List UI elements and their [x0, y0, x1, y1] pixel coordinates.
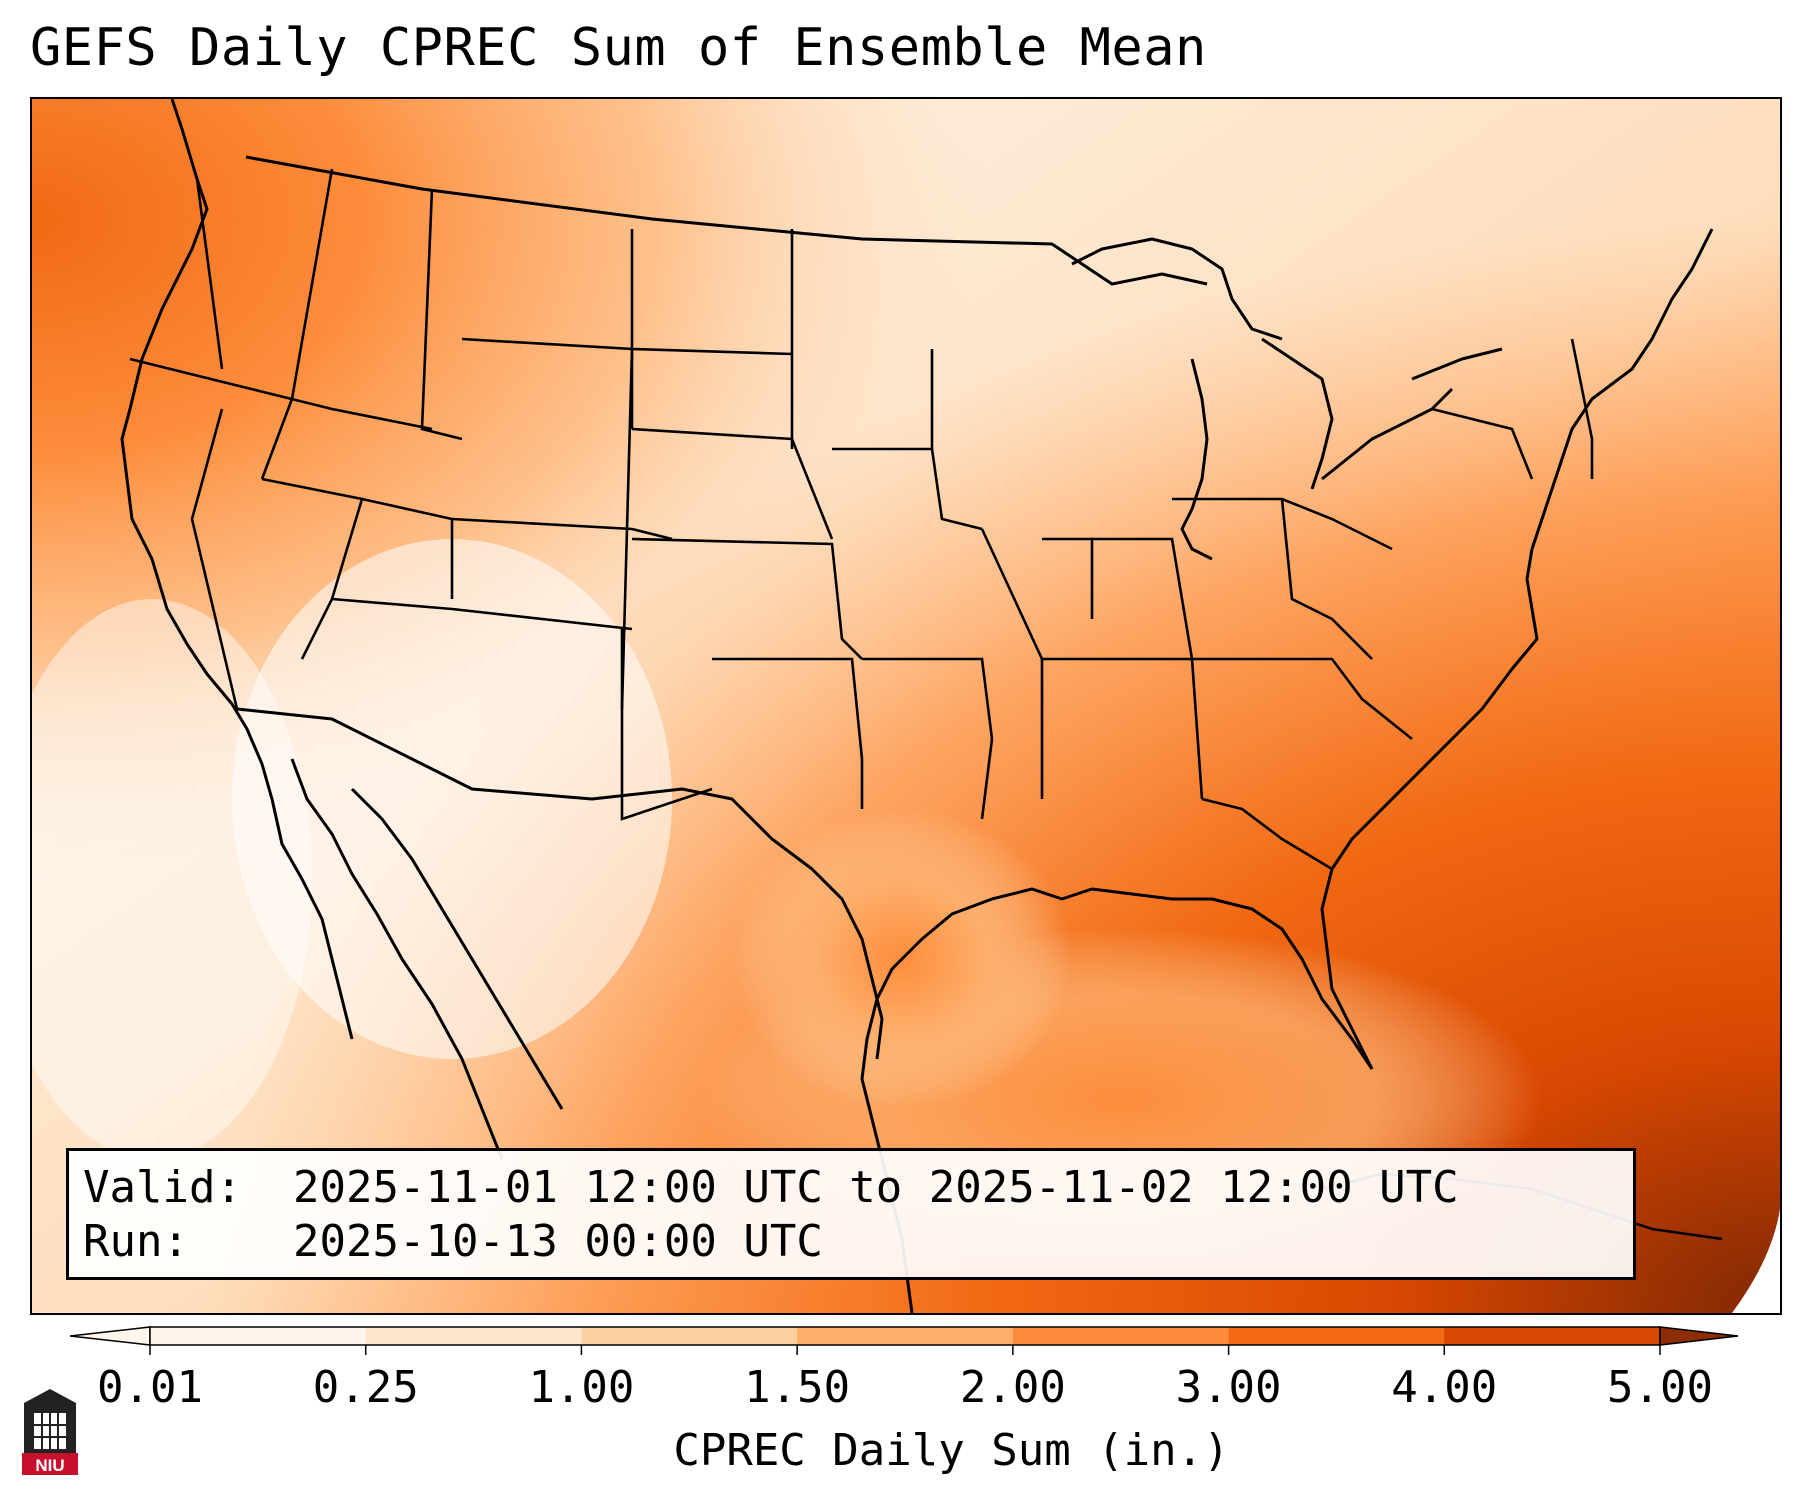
us-canada-border	[245, 155, 1208, 286]
valid-line: Valid: 2025-11-01 12:00 UTC to 2025-11-02…	[83, 1161, 1619, 1215]
colorbar-segment	[1444, 1327, 1661, 1345]
lake-huron	[1261, 337, 1334, 490]
colorbar-tick-label: 0.25	[312, 1362, 419, 1413]
map-title: GEFS Daily CPREC Sum of Ensemble Mean	[30, 18, 1207, 78]
valid-run-info-box: Valid: 2025-11-01 12:00 UTC to 2025-11-02…	[66, 1148, 1636, 1280]
ne-ks	[631, 427, 834, 540]
east-coastline	[1320, 228, 1714, 1070]
state-boundaries	[129, 168, 1594, 871]
ia-mo	[832, 447, 983, 531]
map-panel	[30, 97, 1782, 1315]
lake-ontario	[1411, 347, 1503, 381]
west-coastline	[120, 99, 354, 1040]
colorbar-segment	[1228, 1327, 1445, 1345]
az-nm-co-line	[331, 597, 633, 631]
lake-michigan	[1180, 358, 1213, 561]
nm-tx	[620, 629, 713, 821]
us-mexico-border	[236, 707, 884, 1060]
nc-sc	[1192, 657, 1413, 741]
co-north	[451, 517, 673, 541]
colorbar-segment	[1012, 1327, 1230, 1345]
ar-la-ms	[862, 657, 994, 820]
niu-logo: NIU	[22, 1389, 78, 1475]
co-ks-border	[620, 348, 634, 710]
colorbar-tick-label: 3.00	[1175, 1362, 1282, 1413]
colorbar-extend-high	[1659, 1326, 1739, 1346]
colorbar-tick-label: 2.00	[959, 1362, 1066, 1413]
colorbar-tick-label: 0.01	[97, 1362, 203, 1413]
colorbar-extend-low	[70, 1326, 151, 1346]
precip-map	[32, 99, 1780, 1313]
wv-va	[1280, 498, 1373, 660]
colorbar-outline	[149, 1326, 1661, 1346]
wa-or-border	[195, 178, 224, 370]
lake-superior	[1071, 237, 1283, 341]
in-oh-ky	[1092, 537, 1194, 660]
colorbar	[70, 1326, 1739, 1355]
id-border	[260, 168, 334, 480]
logo-text: NIU	[35, 1456, 64, 1475]
ok-ar	[712, 657, 864, 809]
colorbar-segment	[581, 1327, 798, 1345]
ny-ne	[1431, 407, 1534, 480]
nv-ca-border	[190, 408, 239, 710]
lake-erie	[1321, 387, 1454, 481]
colorbar-tick-label: 1.00	[528, 1362, 635, 1413]
projection-edge-se	[1732, 1209, 1780, 1313]
colorbar-ticks	[149, 1345, 1661, 1355]
ga-fl	[1201, 797, 1333, 871]
gulf-coastline	[860, 887, 1374, 1120]
nd-sd-border	[630, 229, 793, 356]
pa-ny	[1172, 497, 1393, 551]
run-line: Run: 2025-10-13 00:00 UTC	[83, 1215, 1619, 1269]
logo-grid	[34, 1413, 66, 1449]
logo-band	[22, 1453, 78, 1475]
run-label: Run:	[83, 1216, 189, 1267]
colorbar-segment	[365, 1327, 582, 1345]
mt-id-border	[420, 188, 463, 441]
precip-dry-southwest	[232, 539, 672, 1059]
colorbar-tick-label: 5.00	[1607, 1362, 1713, 1413]
colorbar-segment	[150, 1327, 367, 1345]
ks-ok	[631, 537, 863, 660]
valid-label: Valid:	[83, 1162, 242, 1213]
colorbar-segments	[70, 1326, 1739, 1346]
colorbar-label: CPREC Daily Sum (in.)	[673, 1425, 1230, 1476]
nv-ut-border	[261, 477, 364, 660]
gulf-of-california-coast	[350, 787, 564, 1110]
colorbar-tick-label: 1.50	[744, 1362, 851, 1413]
colorbar-tick-label: 4.00	[1391, 1362, 1498, 1413]
vt-nh	[1570, 338, 1594, 479]
run-value: 2025-10-13 00:00 UTC	[293, 1216, 823, 1267]
baja-coastline	[290, 758, 504, 1160]
colorbar-segment	[797, 1327, 1014, 1345]
valid-value: 2025-11-01 12:00 UTC to 2025-11-02 12:00…	[293, 1162, 1459, 1213]
precip-dry-pacific	[32, 599, 312, 1159]
or-wa-id-line	[129, 357, 433, 431]
